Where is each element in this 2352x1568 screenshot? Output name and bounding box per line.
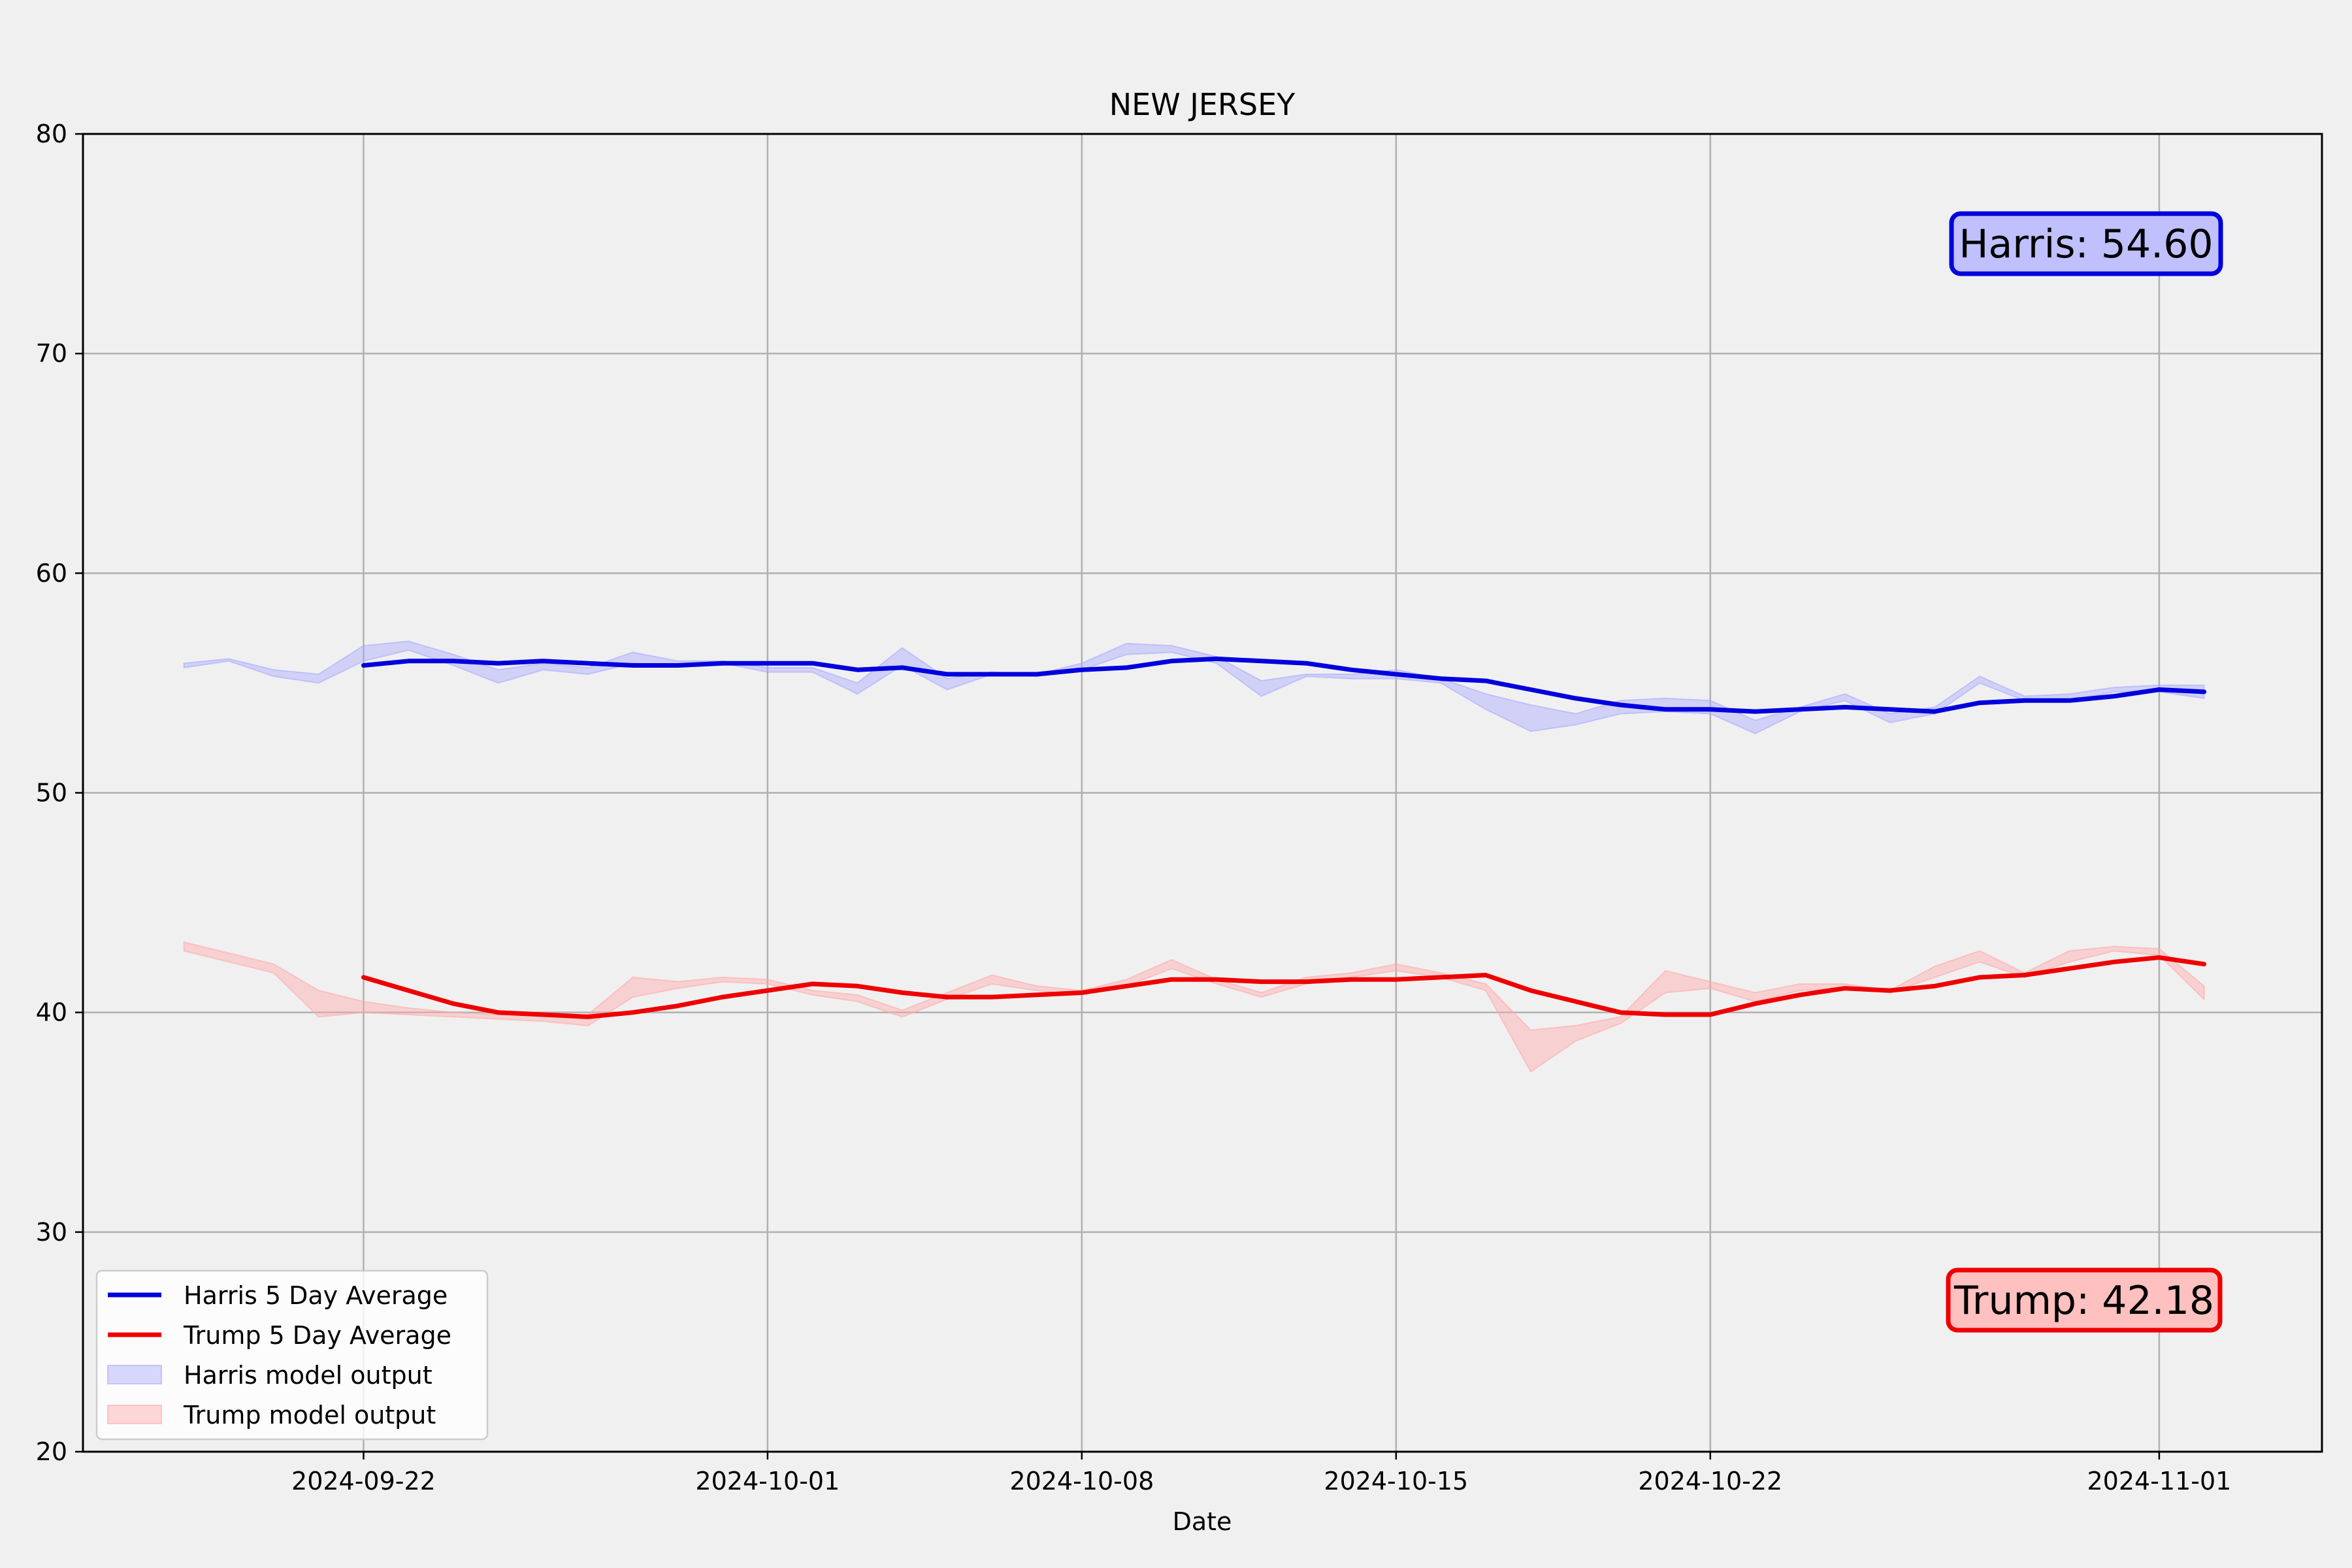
legend-frame: [95, 1269, 489, 1441]
y-tick-label: 70: [36, 339, 67, 368]
y-tick-label: 30: [36, 1218, 67, 1247]
x-tick-label: 2024-10-15: [1324, 1467, 1468, 1495]
x-tick-label: 2024-11-01: [2087, 1467, 2231, 1495]
x-axis-title: Date: [1173, 1507, 1232, 1536]
legend-label: Trump model output: [183, 1401, 436, 1429]
y-tick-label: 50: [36, 779, 67, 808]
y-tick-label: 40: [36, 998, 67, 1027]
callouts: Harris: 54.60 Trump: 42.18: [1946, 211, 2223, 1333]
y-tick-label: 60: [36, 559, 67, 587]
legend-label: Harris model output: [184, 1361, 433, 1390]
y-tick-label: 20: [36, 1437, 67, 1466]
trump-model-output-band: [183, 941, 2205, 1073]
x-tick-label: 2024-09-22: [291, 1467, 436, 1495]
legend-swatch: [107, 1405, 162, 1424]
x-tick-label: 2024-10-01: [695, 1467, 840, 1495]
legend: Harris 5 Day Average Trump 5 Day Average H…: [95, 1269, 489, 1441]
callout-text: Trump: 42.18: [1953, 1278, 2214, 1324]
legend-swatch: [107, 1365, 162, 1384]
x-tick-label: 2024-10-22: [1638, 1467, 1782, 1495]
chart-title: NEW JERSEY: [1109, 87, 1296, 122]
legend-label: Harris 5 Day Average: [184, 1281, 448, 1310]
callout-text: Harris: 54.60: [1959, 221, 2213, 267]
legend-label: Trump 5 Day Average: [183, 1321, 451, 1350]
callout-box: [1946, 1267, 2223, 1333]
y-tick-label: 80: [36, 120, 67, 148]
callout-box: [1949, 211, 2223, 276]
trump-5-day-average-line: [361, 955, 2207, 1019]
ticks: 2024-09-22 2024-10-01 2024-10-08 2024-10-15…: [36, 120, 2232, 1495]
x-tick-label: 2024-10-08: [1009, 1467, 1154, 1495]
harris-5-day-average-line: [361, 656, 2207, 714]
average-lines: [361, 656, 2207, 1019]
